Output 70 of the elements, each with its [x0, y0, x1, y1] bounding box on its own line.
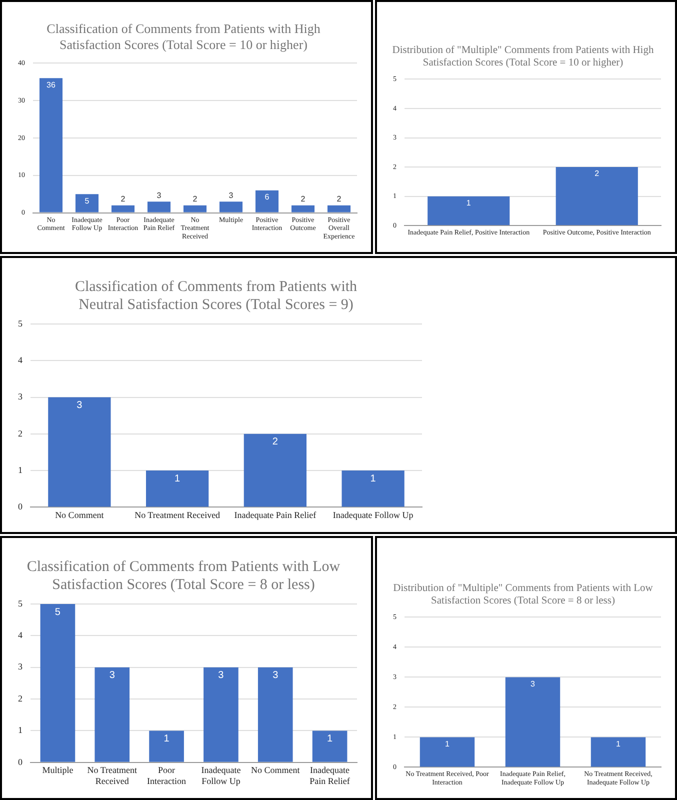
y-tick-label: 1: [18, 464, 22, 475]
data-label: 1: [174, 473, 181, 484]
x-tick-label: No Comment: [251, 765, 300, 776]
y-tick-label: 4: [18, 355, 23, 365]
x-tick-label: Poor Interaction: [147, 765, 187, 786]
data-label: 2: [594, 169, 600, 178]
bar: [244, 434, 307, 507]
y-tick-label: 2: [18, 693, 22, 704]
chart-title: Distribution of "Multiple" Comments from Patients with Low Satisfaction Scores (Total Score = 8 or less): [393, 583, 654, 607]
bar: [219, 202, 243, 212]
data-label: 1: [327, 733, 334, 744]
data-label: 3: [228, 190, 234, 200]
x-tick-label: Inadequate Pain Relief: [310, 765, 350, 786]
bar: [149, 730, 184, 762]
y-tick-label: 2: [18, 428, 22, 438]
data-label: 3: [218, 670, 224, 682]
data-label: 3: [156, 190, 162, 200]
data-label: 1: [466, 198, 472, 208]
y-tick-label: 3: [18, 662, 23, 672]
bar: [258, 667, 293, 762]
chart-title: Classification of Comments from Patients with Low Satisfaction Scores (Total Score = 8 or less): [26, 558, 340, 593]
data-label: 6: [264, 192, 270, 202]
y-tick-label: 3: [18, 392, 23, 402]
bar: [40, 604, 76, 762]
bar: [183, 205, 207, 212]
data-label: 3: [109, 670, 116, 682]
bar: [39, 78, 63, 212]
x-tick-label: No Comment: [55, 510, 104, 520]
bar: [75, 194, 99, 212]
data-label: 2: [120, 194, 126, 204]
bar: [147, 202, 171, 212]
data-label: 1: [164, 733, 170, 744]
data-label: 2: [336, 194, 342, 204]
data-label: 1: [370, 473, 376, 484]
bar: [327, 205, 351, 212]
chart-title: Classification of Comments from Patients with Neutral Satisfaction Scores (Total Scores = 9): [74, 278, 358, 313]
x-tick-label: Inadequate Follow Up: [332, 510, 414, 520]
y-tick-label: 5: [18, 318, 23, 328]
data-label: 2: [272, 436, 278, 448]
data-label: 3: [272, 670, 279, 682]
x-tick-label: No Treatment Received: [87, 765, 138, 786]
bar: [48, 397, 111, 507]
bar: [291, 205, 315, 212]
bar: [204, 667, 238, 762]
chart-title: Classification of Comments from Patients with High Satisfaction Scores (Total Score = 10 or higher): [46, 21, 321, 52]
bar: [342, 470, 404, 507]
data-label: 2: [192, 194, 198, 204]
data-label: 1: [616, 739, 622, 748]
x-tick-label: Inadequate Follow Up: [201, 765, 241, 786]
x-tick-label: Inadequate Pain Relief: [234, 510, 316, 520]
data-label: 36: [46, 80, 56, 90]
y-tick-label: 1: [18, 725, 22, 736]
y-tick-label: 0: [18, 756, 23, 767]
y-tick-label: 0: [18, 502, 23, 512]
data-label: 2: [300, 194, 306, 204]
bar: [312, 730, 348, 762]
data-label: 5: [84, 196, 90, 206]
bar: [111, 205, 135, 212]
bar: [255, 190, 279, 212]
y-tick-label: 4: [18, 630, 23, 640]
data-label: 5: [54, 606, 61, 618]
data-label: 3: [530, 679, 536, 688]
chart-title: Distribution of "Multiple" Comments from Patients with High Satisfaction Scores (Total Score = 10 or higher): [392, 45, 654, 69]
data-label: 1: [445, 739, 450, 748]
bar: [94, 667, 130, 762]
y-tick-label: 5: [18, 598, 23, 608]
bar: [146, 470, 209, 507]
x-tick-label: Multiple: [42, 765, 74, 776]
data-label: 3: [76, 400, 83, 412]
x-tick-label: No Treatment Received: [134, 510, 221, 520]
